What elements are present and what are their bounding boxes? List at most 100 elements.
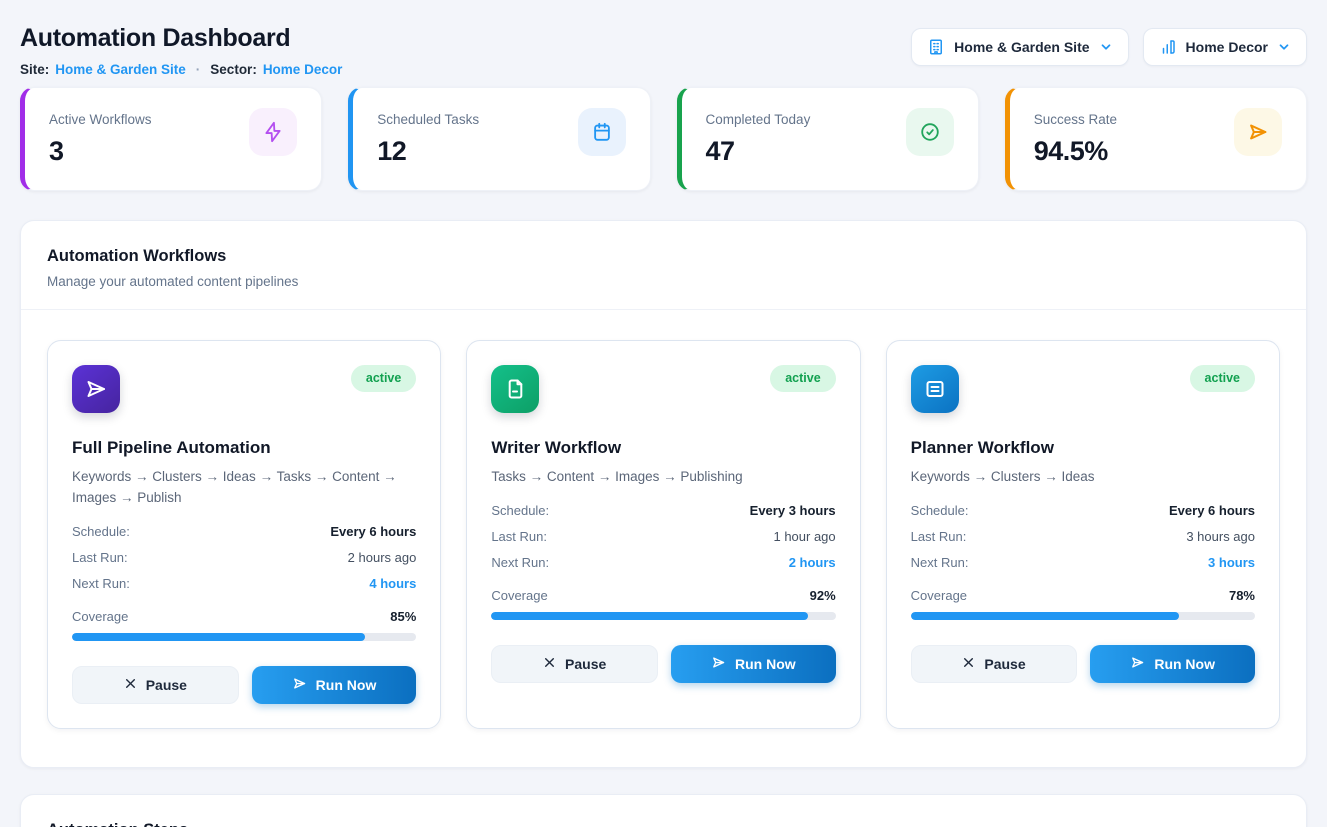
pause-button[interactable]: Pause	[910, 644, 1078, 683]
coverage-progress-fill	[491, 611, 809, 620]
send-icon	[1234, 108, 1282, 156]
schedule-value: Every 3 hours	[749, 502, 836, 518]
check-circle-icon	[905, 108, 954, 156]
next-run-value: 3 hours	[1208, 554, 1255, 570]
automation-workflows-section: Automation Workflows Manage your automat…	[20, 220, 1307, 768]
stat-value: 94.5%	[1033, 136, 1109, 166]
stat-card-completed-today: Completed Today 47	[676, 87, 979, 191]
send-icon	[1130, 655, 1145, 673]
sector-selector-label: Home Decor	[1185, 39, 1268, 55]
coverage-progress-bar	[491, 611, 836, 620]
schedule-row: Schedule: Every 6 hours	[910, 502, 1255, 518]
coverage-row: Coverage 78%	[910, 587, 1255, 603]
stat-card-scheduled-tasks: Scheduled Tasks 12	[348, 87, 651, 191]
schedule-value: Every 6 hours	[1169, 502, 1255, 518]
stat-label: Success Rate	[1033, 112, 1118, 127]
send-icon	[711, 655, 726, 673]
coverage-progress-bar	[910, 611, 1255, 620]
schedule-row: Schedule: Every 3 hours	[491, 502, 836, 518]
coverage-row: Coverage 85%	[72, 608, 417, 624]
stat-value: 3	[49, 136, 64, 166]
workflow-title: Planner Workflow	[910, 438, 1054, 457]
coverage-value: 85%	[390, 608, 417, 624]
send-icon	[72, 365, 120, 413]
stat-value: 12	[377, 136, 407, 166]
section-subtitle: Manage your automated content pipelines	[47, 274, 299, 289]
list-icon	[910, 365, 959, 413]
x-icon	[962, 656, 975, 672]
site-selector-dropdown[interactable]: Home & Garden Site	[911, 28, 1129, 66]
steps-section-header: Automation Steps Configure which steps a…	[21, 795, 1306, 827]
separator-dot: ·	[195, 62, 201, 77]
page-title: Automation Dashboard	[20, 24, 291, 52]
run-now-button[interactable]: Run Now	[671, 644, 836, 683]
coverage-progress-fill	[910, 611, 1180, 620]
chevron-down-icon	[1277, 40, 1291, 54]
sector-link[interactable]: Home Decor	[262, 62, 343, 77]
workflow-description: Keywords → Clusters → Ideas → Tasks → Co…	[72, 469, 397, 505]
workflow-card-full-pipeline: active Full Pipeline Automation Keywords…	[47, 340, 442, 729]
stat-label: Completed Today	[705, 112, 811, 127]
breadcrumb: Site: Home & Garden Site · Sector: Home …	[20, 62, 342, 77]
pause-button[interactable]: Pause	[491, 644, 658, 683]
bar-chart-icon	[1159, 38, 1177, 56]
page-header: Automation Dashboard Site: Home & Garden…	[20, 24, 1307, 77]
workflow-card-planner: active Planner Workflow Keywords → Clust…	[885, 340, 1280, 729]
x-icon	[543, 656, 556, 672]
run-now-button[interactable]: Run Now	[1090, 644, 1255, 683]
site-link[interactable]: Home & Garden Site	[55, 62, 186, 77]
workflow-title: Full Pipeline Automation	[72, 438, 271, 457]
file-text-icon	[491, 365, 540, 413]
header-titles: Automation Dashboard Site: Home & Garden…	[20, 24, 342, 77]
stat-card-success-rate: Success Rate 94.5%	[1004, 87, 1307, 191]
coverage-progress-bar	[72, 632, 417, 641]
schedule-value: Every 6 hours	[330, 523, 417, 539]
workflow-title: Writer Workflow	[491, 438, 622, 457]
run-now-button[interactable]: Run Now	[251, 665, 417, 704]
coverage-row: Coverage 92%	[491, 587, 836, 603]
stat-label: Scheduled Tasks	[377, 112, 480, 127]
workflow-description: Keywords → Clusters → Ideas	[910, 469, 1095, 484]
calendar-icon	[577, 108, 626, 156]
last-run-row: Last Run: 3 hours ago	[910, 528, 1255, 544]
pause-button[interactable]: Pause	[72, 665, 239, 704]
last-run-value: 2 hours ago	[347, 549, 417, 565]
next-run-row: Next Run: 4 hours	[72, 575, 417, 591]
status-badge: active	[350, 365, 417, 392]
building-icon	[927, 38, 945, 56]
last-run-row: Last Run: 1 hour ago	[491, 528, 836, 544]
site-selector-label: Home & Garden Site	[954, 39, 1090, 55]
zap-icon	[249, 108, 298, 156]
stat-label: Active Workflows	[49, 112, 152, 127]
schedule-row: Schedule: Every 6 hours	[72, 523, 417, 539]
stats-row: Active Workflows 3 Scheduled Tasks 12 Co…	[20, 87, 1307, 191]
section-title: Automation Workflows	[47, 247, 227, 265]
sector-label: Sector:	[210, 62, 257, 77]
sector-selector-dropdown[interactable]: Home Decor	[1142, 28, 1307, 66]
next-run-row: Next Run: 2 hours	[491, 554, 836, 570]
section-title: Automation Steps	[47, 821, 1280, 827]
last-run-value: 3 hours ago	[1186, 528, 1255, 544]
next-run-row: Next Run: 3 hours	[910, 554, 1255, 570]
workflow-cards-grid: active Full Pipeline Automation Keywords…	[21, 310, 1306, 767]
next-run-value: 2 hours	[788, 554, 836, 570]
x-icon	[124, 677, 137, 693]
status-badge: active	[1189, 365, 1255, 392]
last-run-value: 1 hour ago	[773, 528, 836, 544]
coverage-value: 92%	[809, 587, 836, 603]
header-dropdowns: Home & Garden Site Home Decor	[911, 24, 1307, 66]
coverage-progress-fill	[72, 632, 365, 641]
next-run-value: 4 hours	[369, 575, 417, 591]
coverage-value: 78%	[1228, 587, 1255, 603]
status-badge: active	[770, 365, 836, 392]
chevron-down-icon	[1099, 40, 1113, 54]
site-label: Site:	[20, 62, 50, 77]
automation-steps-section: Automation Steps Configure which steps a…	[20, 793, 1307, 827]
workflow-card-writer: active Writer Workflow Tasks → Content →…	[466, 340, 861, 729]
last-run-row: Last Run: 2 hours ago	[72, 549, 417, 565]
stat-card-active-workflows: Active Workflows 3	[20, 87, 323, 191]
stat-value: 47	[705, 136, 736, 166]
send-icon	[292, 676, 307, 694]
workflow-description: Tasks → Content → Images → Publishing	[491, 469, 743, 484]
